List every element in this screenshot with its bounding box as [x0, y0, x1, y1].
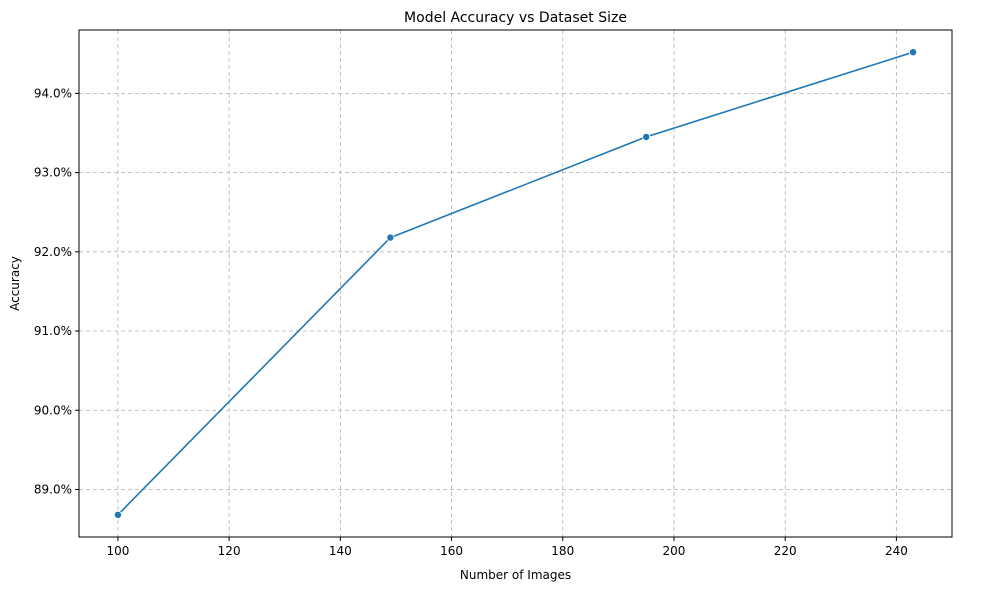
x-tick-label: 240 [885, 544, 908, 558]
x-tick-label: 120 [218, 544, 241, 558]
y-tick-label: 89.0% [34, 482, 72, 496]
y-axis: 89.0% 90.0% 91.0% 92.0% 93.0% 94.0% [34, 86, 79, 496]
series-group [113, 48, 918, 519]
y-tick-label: 92.0% [34, 245, 72, 259]
chart-title: Model Accuracy vs Dataset Size [404, 10, 627, 26]
y-tick-label: 94.0% [34, 86, 72, 100]
y-tick-label: 93.0% [34, 166, 72, 180]
y-axis-label: Accuracy [8, 256, 22, 311]
plot-area-frame [78, 29, 953, 538]
y-tick-label: 90.0% [34, 403, 72, 417]
x-tick-label: 140 [329, 544, 352, 558]
x-tick-label: 180 [551, 544, 574, 558]
data-point [386, 233, 395, 242]
x-tick-label: 220 [774, 544, 797, 558]
grid [79, 30, 952, 537]
x-axis: 100 120 140 160 180 200 220 240 [106, 537, 908, 558]
x-tick-label: 200 [663, 544, 686, 558]
series-line [117, 51, 914, 516]
data-point [909, 48, 918, 57]
x-tick-label: 160 [440, 544, 463, 558]
data-point [642, 132, 651, 141]
data-point [113, 510, 122, 519]
y-tick-label: 91.0% [34, 324, 72, 338]
x-axis-label: Number of Images [460, 568, 571, 582]
x-tick-label: 100 [106, 544, 129, 558]
